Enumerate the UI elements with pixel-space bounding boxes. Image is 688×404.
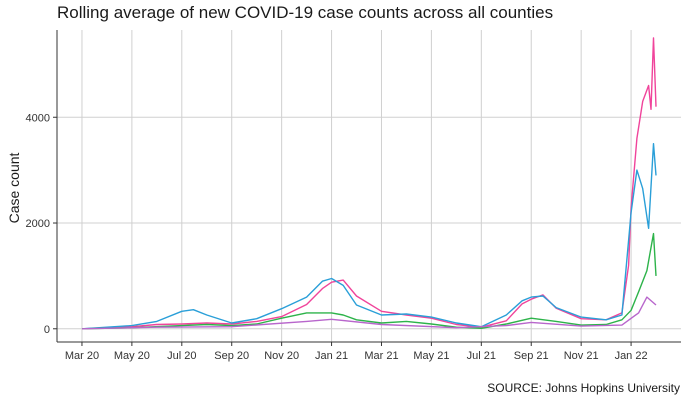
x-tick-label: Jan 21 <box>315 350 348 362</box>
x-tick-label: Nov 21 <box>564 350 599 362</box>
series-line <box>81 296 657 330</box>
y-tick-label: 2000 <box>26 218 50 230</box>
x-tick-label: Mar 21 <box>364 350 398 362</box>
series-line <box>81 37 657 330</box>
x-tick-label: May 21 <box>413 350 449 362</box>
series-line <box>81 232 657 330</box>
x-tick-label: Sep 21 <box>514 350 549 362</box>
series-lines <box>81 37 657 330</box>
x-tick-label: Mar 20 <box>65 350 99 362</box>
y-tick-label: 0 <box>44 324 50 336</box>
chart-title: Rolling average of new COVID-19 case cou… <box>57 3 554 22</box>
y-axis-title: Case count <box>6 152 22 223</box>
x-tick-label: May 20 <box>114 350 150 362</box>
source-caption: SOURCE: Johns Hopkins University <box>487 381 680 395</box>
y-tick-label: 4000 <box>26 112 50 124</box>
x-tick-label: Sep 20 <box>214 350 249 362</box>
gridlines <box>57 30 681 342</box>
y-tick-labels: 0 2000 4000 <box>26 112 50 336</box>
x-tick-label: Jan 22 <box>615 350 648 362</box>
axes <box>53 30 681 346</box>
series-line <box>81 142 657 330</box>
x-tick-labels: Mar 20 May 20 Jul 20 Sep 20 Nov 20 Jan 21 Mar … <box>65 350 648 362</box>
x-tick-label: Jul 21 <box>467 350 496 362</box>
x-tick-label: Nov 20 <box>264 350 299 362</box>
x-tick-label: Jul 20 <box>167 350 196 362</box>
